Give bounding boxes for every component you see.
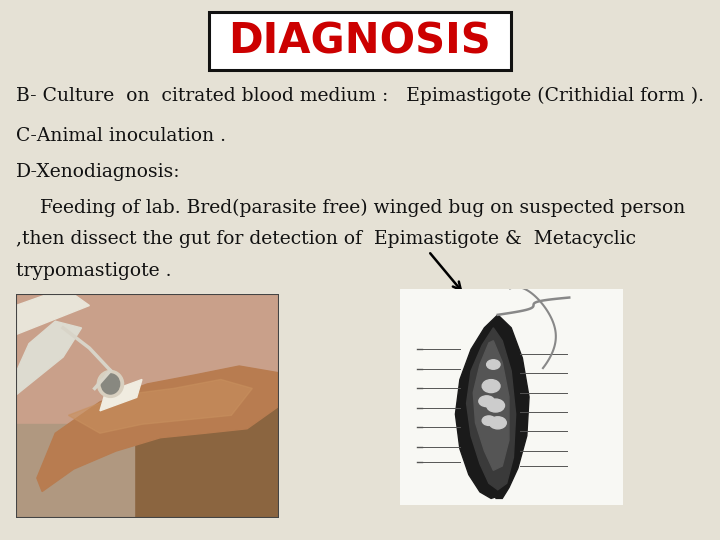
- Ellipse shape: [102, 374, 120, 394]
- Bar: [16, 424, 134, 518]
- Text: trypomastigote .: trypomastigote .: [16, 262, 171, 280]
- Ellipse shape: [487, 399, 505, 412]
- Text: D-Xenodiagnosis:: D-Xenodiagnosis:: [16, 163, 180, 181]
- Polygon shape: [16, 294, 89, 335]
- Polygon shape: [473, 341, 509, 470]
- Ellipse shape: [97, 370, 124, 397]
- Polygon shape: [455, 315, 529, 498]
- Polygon shape: [100, 380, 142, 411]
- Ellipse shape: [490, 417, 506, 429]
- Text: ,then dissect the gut for detection of  Epimastigote &  Metacyclic: ,then dissect the gut for detection of E…: [16, 230, 636, 248]
- FancyBboxPatch shape: [209, 12, 511, 70]
- Polygon shape: [68, 380, 253, 433]
- Polygon shape: [37, 366, 279, 491]
- Bar: [134, 395, 279, 518]
- Polygon shape: [16, 321, 81, 395]
- Text: C-Animal inoculation .: C-Animal inoculation .: [16, 127, 226, 145]
- Text: B- Culture  on  citrated blood medium :   Epimastigote (Crithidial form ).: B- Culture on citrated blood medium : Ep…: [16, 87, 704, 105]
- Polygon shape: [467, 328, 516, 490]
- Ellipse shape: [482, 380, 500, 393]
- Bar: [16, 294, 279, 424]
- Text: Feeding of lab. Bred(parasite free) winged bug on suspected person: Feeding of lab. Bred(parasite free) wing…: [16, 199, 685, 217]
- Ellipse shape: [482, 416, 495, 426]
- Text: DIAGNOSIS: DIAGNOSIS: [229, 20, 491, 62]
- Ellipse shape: [479, 396, 495, 407]
- Ellipse shape: [487, 360, 500, 369]
